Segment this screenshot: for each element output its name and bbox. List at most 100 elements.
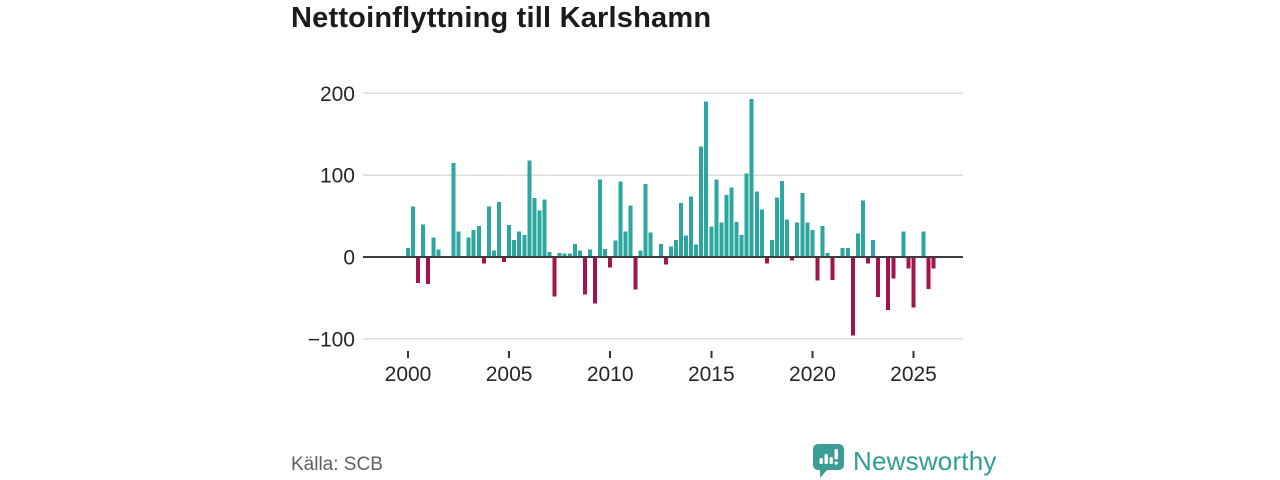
page-title: Nettoinflyttning till Karlshamn [291, 2, 712, 34]
bar-quarter-19 [502, 257, 507, 262]
bar-quarter-65 [734, 221, 739, 257]
bar-quarter-0 [406, 248, 410, 257]
bar-quarter-31 [562, 253, 567, 257]
bar-quarter-30 [557, 252, 562, 257]
bar-quarter-67 [744, 173, 749, 257]
bar-quarter-13 [471, 230, 476, 257]
bar-quarter-38 [598, 179, 603, 257]
bar-quarter-99 [906, 257, 911, 269]
bar-quarter-89 [855, 233, 860, 257]
bar-quarter-39 [603, 248, 608, 257]
bar-quarter-32 [567, 253, 572, 257]
bar-quarter-68 [749, 99, 754, 257]
bar-quarter-80 [810, 230, 815, 257]
x-axis-label: 2015 [688, 363, 735, 386]
bar-quarter-43 [623, 231, 628, 257]
source-note: Källa: SCB [291, 454, 383, 475]
bar-quarter-10 [456, 231, 461, 257]
bar-quarter-23 [522, 234, 527, 257]
bar-quarter-35 [582, 257, 587, 295]
bar-quarter-40 [608, 257, 613, 268]
bar-quarter-3 [421, 224, 426, 257]
bar-quarter-6 [436, 249, 441, 257]
bar-quarter-9 [451, 162, 456, 257]
bar-quarter-41 [613, 240, 618, 257]
bar-quarter-46 [638, 250, 643, 257]
bar-quarter-98 [901, 231, 906, 257]
x-axis-label: 2005 [486, 363, 533, 386]
bar-quarter-29 [552, 257, 557, 297]
bar-quarter-79 [805, 222, 810, 257]
bar-quarter-62 [719, 222, 724, 257]
bar-quarter-75 [785, 219, 790, 257]
bar-quarter-28 [547, 252, 552, 257]
bar-quarter-12 [466, 237, 471, 257]
bar-quarter-63 [724, 194, 729, 257]
y-axis-label: 0 [343, 247, 355, 270]
bar-quarter-22 [517, 231, 522, 257]
bar-quarter-33 [572, 243, 577, 257]
bar-quarter-52 [668, 246, 673, 257]
newsworthy-logo: Newsworthy [813, 444, 997, 478]
bar-quarter-37 [593, 257, 598, 304]
bar-quarter-48 [648, 232, 653, 257]
bar-quarter-72 [769, 239, 774, 257]
bar-quarter-42 [618, 181, 623, 257]
bar-quarter-74 [780, 180, 785, 257]
bar-quarter-53 [673, 239, 678, 257]
bar-quarter-25 [532, 198, 537, 257]
bar-quarter-102 [921, 231, 926, 257]
bar-quarter-34 [577, 250, 582, 257]
bar-quarter-58 [699, 146, 704, 257]
bar-quarter-70 [759, 209, 764, 257]
bar-quarter-5 [431, 237, 436, 257]
bar-quarter-2 [416, 257, 421, 284]
bar-quarter-88 [850, 257, 855, 336]
y-axis-label: 100 [320, 165, 355, 188]
bar-quarter-24 [527, 160, 532, 257]
x-axis-label: 2010 [587, 363, 634, 386]
bar-quarter-21 [512, 239, 517, 257]
bar-quarter-36 [587, 249, 592, 257]
y-axis-label: 200 [320, 83, 355, 106]
bar-quarter-57 [694, 244, 699, 257]
bar-quarter-17 [491, 250, 496, 257]
bar-quarter-4 [426, 257, 431, 284]
bar-quarter-44 [628, 205, 633, 257]
bar-quarter-103 [926, 257, 931, 289]
bar-quarter-27 [542, 199, 547, 257]
bar-quarter-78 [800, 193, 805, 257]
bar-quarter-95 [886, 257, 891, 311]
bar-quarter-14 [476, 225, 481, 257]
bar-quarter-64 [729, 187, 734, 257]
bar-quarter-69 [754, 191, 759, 257]
bar-quarter-84 [830, 257, 835, 280]
newsworthy-bubble-chart-icon [813, 444, 844, 478]
bar-quarter-104 [931, 257, 936, 269]
bar-quarter-93 [876, 257, 881, 298]
bar-quarter-61 [714, 179, 719, 257]
y-axis-label: −100 [308, 328, 355, 351]
bar-quarter-50 [658, 243, 663, 257]
x-axis-label: 2025 [890, 363, 937, 386]
bar-quarter-59 [704, 101, 709, 257]
bar-quarter-20 [507, 225, 512, 257]
bar-quarter-87 [845, 248, 850, 257]
bar-quarter-16 [486, 206, 491, 257]
bar-quarter-83 [825, 252, 830, 257]
x-axis-label: 2000 [385, 363, 432, 386]
x-axis-label: 2020 [789, 363, 836, 386]
bar-quarter-91 [866, 257, 871, 264]
bar-quarter-81 [815, 257, 820, 281]
bar-quarter-60 [709, 226, 714, 257]
bar-quarter-92 [871, 239, 876, 257]
bar-quarter-100 [911, 257, 916, 308]
bar-quarter-56 [689, 196, 694, 257]
bar-quarter-45 [633, 257, 638, 290]
bar-quarter-18 [496, 202, 501, 257]
bar-quarter-55 [684, 235, 689, 257]
bar-quarter-1 [411, 206, 416, 257]
brand-name: Newsworthy [853, 445, 997, 476]
